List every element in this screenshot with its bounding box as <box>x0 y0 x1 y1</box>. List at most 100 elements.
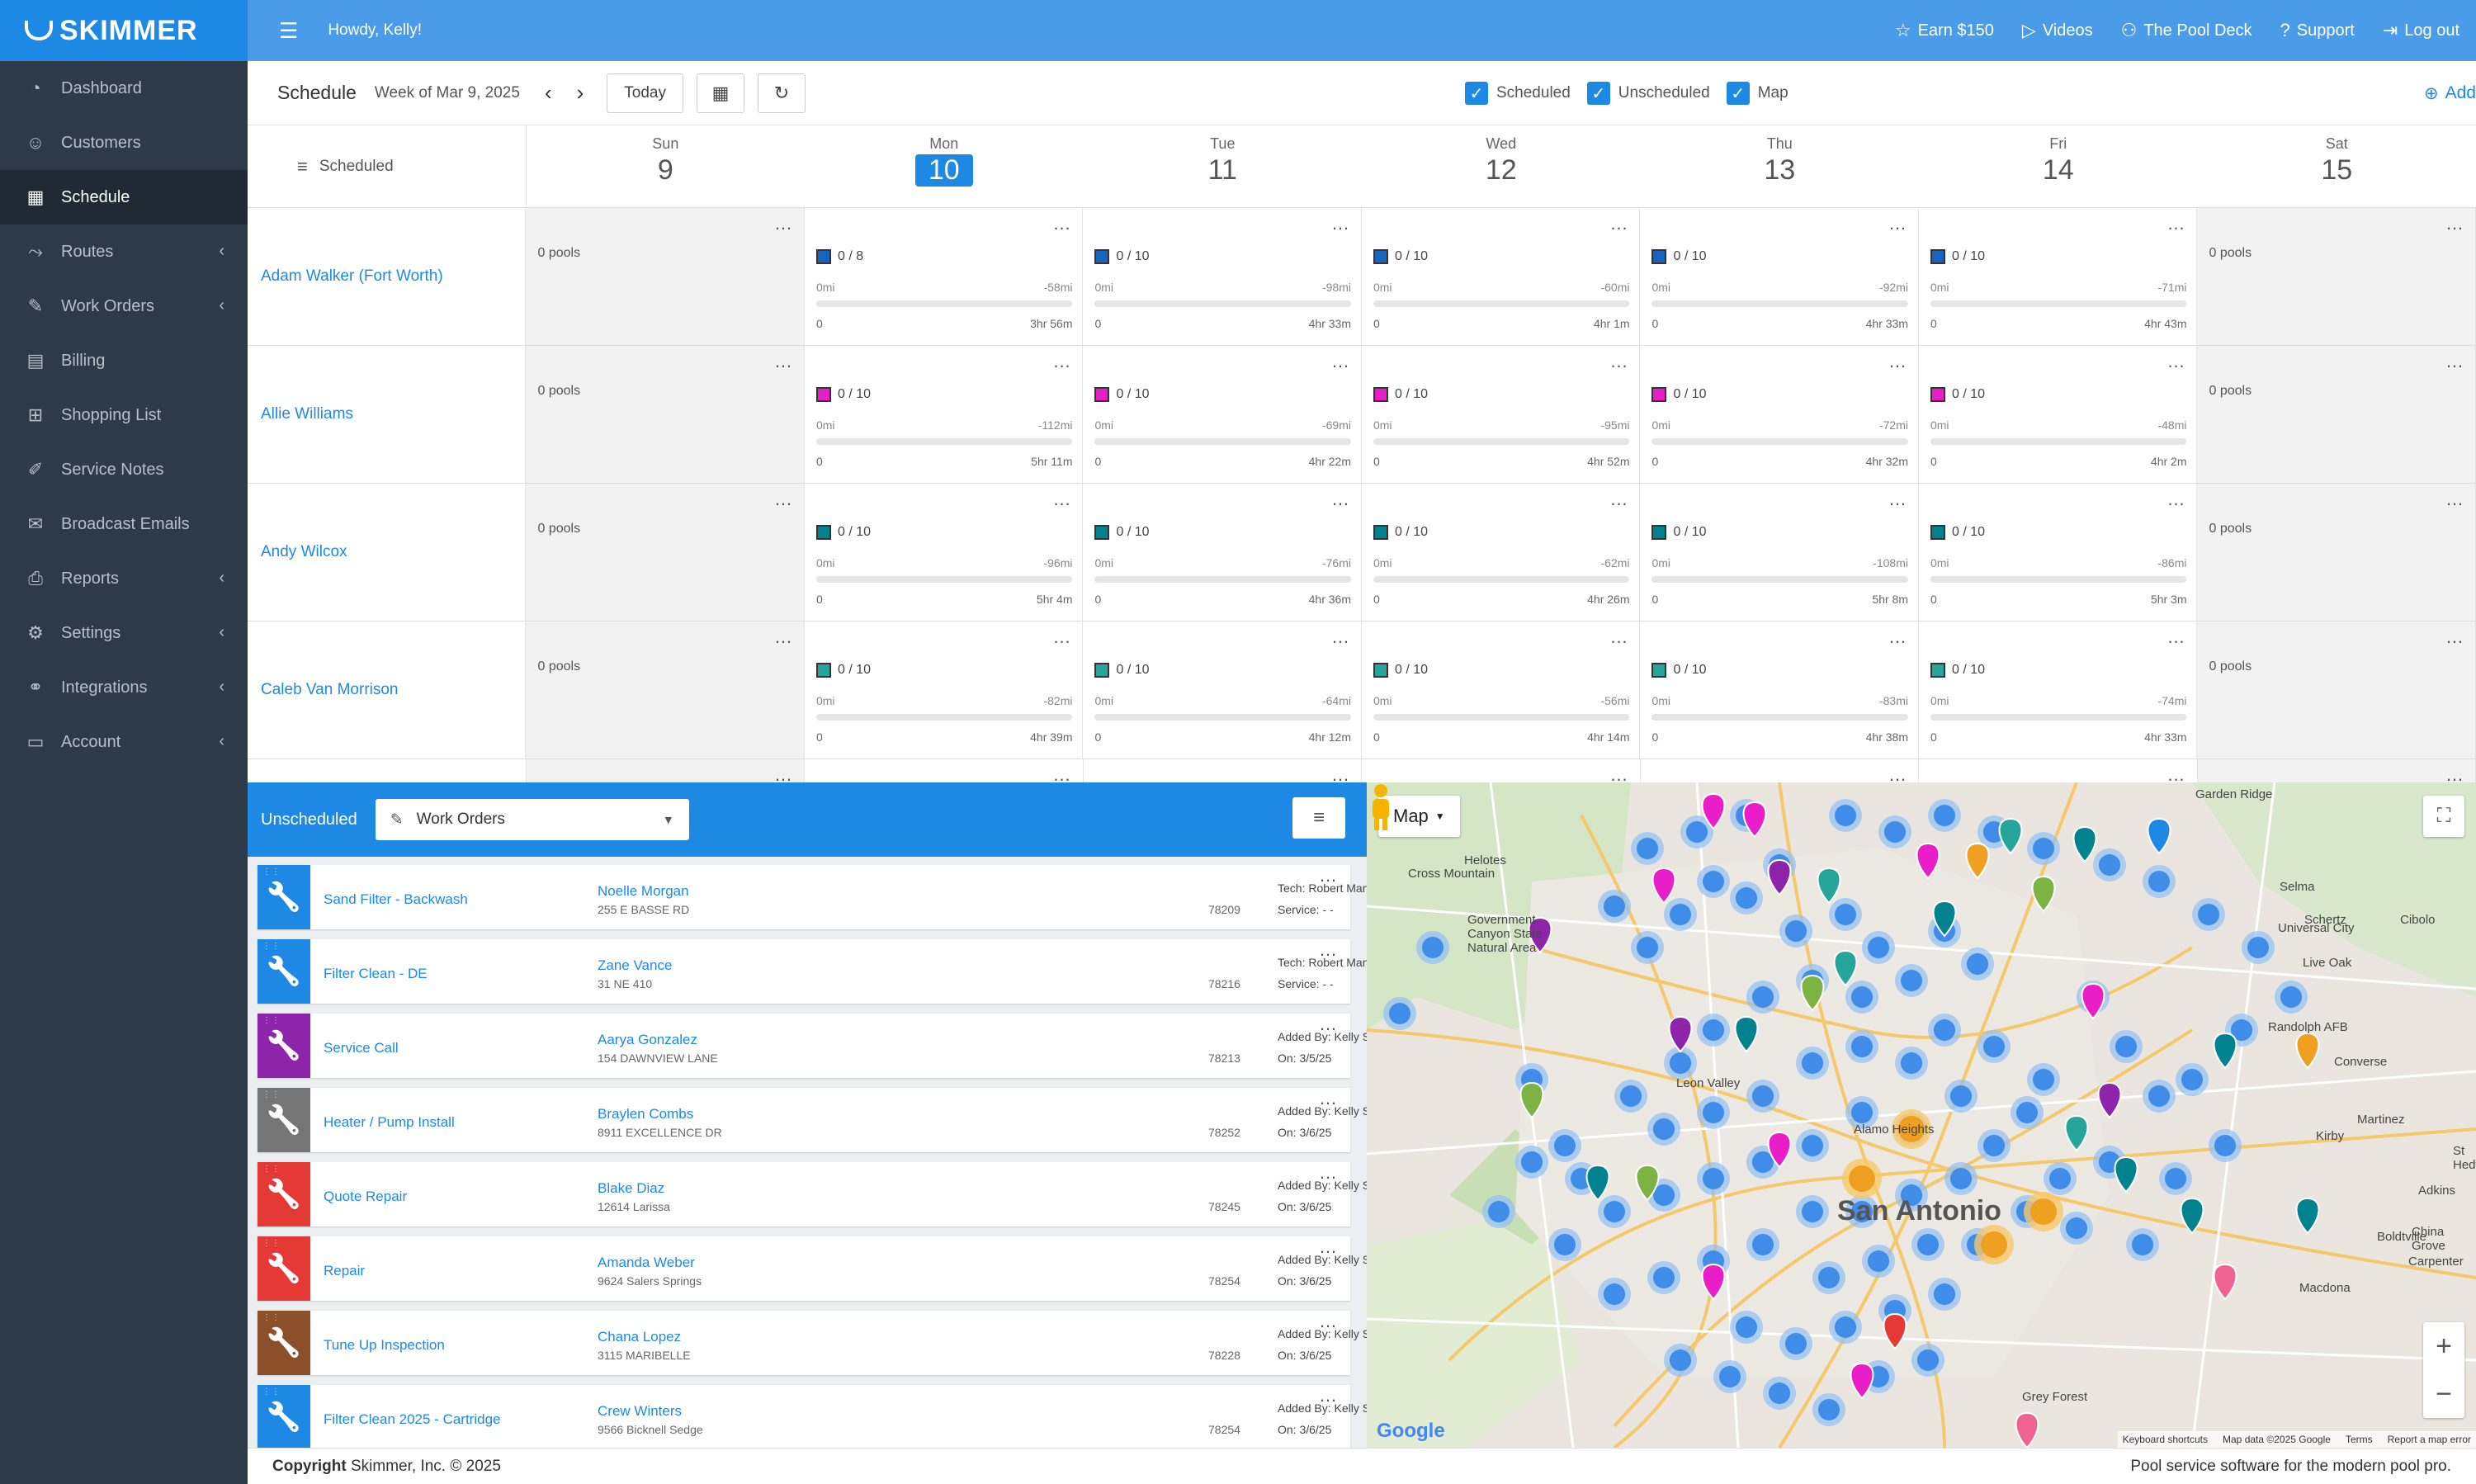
sidebar-item-broadcast-emails[interactable]: ✉ Broadcast Emails <box>0 497 248 551</box>
customer-name-link[interactable]: Chana Lopez <box>598 1329 682 1345</box>
more-options-icon[interactable]: … <box>2166 764 2185 783</box>
more-options-icon[interactable]: … <box>1319 1311 1337 1331</box>
more-options-icon[interactable]: … <box>1609 351 1628 371</box>
fullscreen-button[interactable]: ⛶ <box>2423 796 2464 837</box>
tech-name-link[interactable]: Andy Wilcox <box>248 484 527 621</box>
calendar-picker-button[interactable]: ▦ <box>697 73 744 113</box>
sidebar-item-reports[interactable]: ⎙ Reports ‹ <box>0 551 248 606</box>
work-order-type[interactable]: Heater / Pump Install <box>324 1114 455 1130</box>
tech-name-link[interactable]: Allie Williams <box>248 346 527 483</box>
schedule-cell[interactable]: … 0 / 10 0mi -62mi 0 4hr 26m <box>1362 484 1641 621</box>
drag-handle-icon[interactable]: ⋮⋮ <box>262 1239 281 1248</box>
more-options-icon[interactable]: … <box>2166 213 2185 234</box>
schedule-cell[interactable]: … 0 / 10 0mi -86mi 0 5hr 3m <box>1919 484 2198 621</box>
schedule-cell[interactable]: … <box>1641 759 1920 782</box>
work-order-type[interactable]: Sand Filter - Backwash <box>324 891 468 907</box>
customer-name-link[interactable]: Blake Diaz <box>598 1180 665 1196</box>
sidebar-item-customers[interactable]: ☺ Customers <box>0 116 248 170</box>
schedule-cell[interactable]: … <box>526 759 806 783</box>
zoom-in-button[interactable]: + <box>2436 1330 2452 1362</box>
today-button[interactable]: Today <box>607 73 683 113</box>
more-options-icon[interactable]: … <box>1330 213 1349 234</box>
schedule-cell[interactable]: … 0 / 10 0mi -48mi 0 4hr 2m <box>1919 346 2198 483</box>
schedule-cell[interactable]: … 0 / 10 0mi -96mi 0 5hr 4m <box>805 484 1084 621</box>
add-button[interactable]: ⊕ Add <box>2424 61 2476 125</box>
drag-handle-icon[interactable]: ⋮⋮ <box>262 1313 281 1322</box>
schedule-cell[interactable]: … 0 / 10 0mi -92mi 0 4hr 33m <box>1640 208 1919 345</box>
schedule-cell[interactable]: … 0 / 10 0mi -72mi 0 4hr 32m <box>1640 346 1919 483</box>
map-attribution-item[interactable]: Report a map error <box>2387 1434 2471 1445</box>
top-link-support[interactable]: ? Support <box>2280 20 2355 41</box>
top-link-earn-150[interactable]: ☆ Earn $150 <box>1895 20 1994 41</box>
work-order-card[interactable]: ⋮⋮ 🔧 Heater / Pump Install Braylen Combs 891… <box>258 1088 1413 1152</box>
more-options-icon[interactable]: … <box>1319 1236 1337 1257</box>
map-attribution-item[interactable]: Terms <box>2345 1434 2373 1445</box>
sidebar-item-shopping-list[interactable]: ⊞ Shopping List <box>0 388 248 442</box>
more-options-icon[interactable]: … <box>773 351 792 371</box>
work-order-type[interactable]: Service Call <box>324 1040 399 1056</box>
work-order-type-badge[interactable]: ⋮⋮ 🔧 <box>258 1162 310 1226</box>
work-order-card[interactable]: ⋮⋮ 🔧 Sand Filter - Backwash Noelle Morgan 25… <box>258 865 1455 929</box>
more-options-icon[interactable]: … <box>1052 489 1071 509</box>
work-order-type-badge[interactable]: ⋮⋮ 🔧 <box>258 1088 310 1152</box>
day-column-thu[interactable]: Thu 13 <box>1641 125 1919 207</box>
more-options-icon[interactable]: … <box>1330 489 1349 509</box>
sidebar-item-work-orders[interactable]: ✎ Work Orders ‹ <box>0 279 248 333</box>
map-attribution-item[interactable]: Keyboard shortcuts <box>2122 1434 2209 1445</box>
more-options-icon[interactable]: … <box>2166 489 2185 509</box>
schedule-cell[interactable]: … 0 / 10 0mi -74mi 0 4hr 33m <box>1919 621 2198 759</box>
schedule-cell[interactable]: … 0 / 10 0mi -108mi 0 5hr 8m <box>1640 484 1919 621</box>
next-week-icon[interactable]: › <box>576 80 584 105</box>
schedule-cell-empty[interactable]: … 0 pools <box>2197 621 2476 759</box>
top-link-log-out[interactable]: ⇥ Log out <box>2383 20 2459 41</box>
checkbox-checked-icon[interactable]: ✓ <box>1726 82 1750 105</box>
more-options-icon[interactable]: … <box>1888 764 1907 783</box>
logo[interactable]: SKIMMER <box>0 0 248 61</box>
tech-name-link[interactable] <box>248 759 527 782</box>
work-order-type-badge[interactable]: ⋮⋮ 🔧 <box>258 1311 310 1375</box>
schedule-cell[interactable]: … <box>1919 759 2198 782</box>
more-options-icon[interactable]: … <box>1319 1014 1337 1034</box>
more-options-icon[interactable]: … <box>774 764 793 783</box>
customer-name-link[interactable]: Braylen Combs <box>598 1106 694 1122</box>
sidebar-item-dashboard[interactable]: ◔ Dashboard <box>0 61 248 116</box>
hamburger-menu-icon[interactable]: ☰ <box>279 17 299 43</box>
schedule-cell[interactable]: … 0 / 10 0mi -95mi 0 4hr 52m <box>1362 346 1641 483</box>
customer-name-link[interactable]: Zane Vance <box>598 957 673 973</box>
more-options-icon[interactable]: … <box>2166 626 2185 647</box>
drag-handle-icon[interactable]: ⋮⋮ <box>262 1090 281 1099</box>
schedule-cell[interactable]: … 0 / 10 0mi -56mi 0 4hr 14m <box>1362 621 1641 759</box>
more-options-icon[interactable]: … <box>1609 489 1628 509</box>
sidebar-item-settings[interactable]: ⚙ Settings ‹ <box>0 606 248 660</box>
more-options-icon[interactable]: … <box>773 489 792 509</box>
schedule-cell[interactable]: … 0 / 10 0mi -60mi 0 4hr 1m <box>1362 208 1641 345</box>
more-options-icon[interactable]: … <box>2445 213 2464 234</box>
toggle-unscheduled[interactable]: ✓ Unscheduled <box>1586 82 1710 105</box>
schedule-cell-empty[interactable]: … 0 pools <box>526 621 805 759</box>
checkbox-checked-icon[interactable]: ✓ <box>1465 82 1488 105</box>
more-options-icon[interactable]: … <box>1052 351 1071 371</box>
more-options-icon[interactable]: … <box>1888 489 1907 509</box>
more-options-icon[interactable]: … <box>1319 1162 1337 1183</box>
schedule-cell[interactable]: … 0 / 10 0mi -64mi 0 4hr 12m <box>1083 621 1362 759</box>
work-order-type-badge[interactable]: ⋮⋮ 🔧 <box>258 1014 310 1078</box>
schedule-cell-empty[interactable]: … 0 pools <box>2197 346 2476 483</box>
more-options-icon[interactable]: … <box>1052 626 1071 647</box>
schedule-cell-empty[interactable]: … 0 pools <box>526 208 805 345</box>
customer-name-link[interactable]: Aarya Gonzalez <box>598 1032 697 1047</box>
more-options-icon[interactable]: … <box>2445 626 2464 647</box>
schedule-cell-empty[interactable]: … 0 pools <box>2197 208 2476 345</box>
sidebar-item-service-notes[interactable]: ✐ Service Notes <box>0 442 248 497</box>
zoom-out-button[interactable]: − <box>2436 1378 2452 1410</box>
more-options-icon[interactable]: … <box>1052 764 1071 783</box>
sidebar-item-routes[interactable]: ⤳ Routes ‹ <box>0 224 248 279</box>
drag-handle-icon[interactable]: ⋮⋮ <box>262 942 281 951</box>
more-options-icon[interactable]: … <box>1319 1088 1337 1108</box>
more-options-icon[interactable]: … <box>773 626 792 647</box>
map[interactable]: Map ▼ ⛶ + − Garden Ridge Selma Schertz Cibo… <box>1367 782 2476 1448</box>
work-order-type[interactable]: Quote Repair <box>324 1189 408 1204</box>
work-order-type[interactable]: Filter Clean 2025 - Cartridge <box>324 1411 501 1427</box>
tech-name-link[interactable]: Caleb Van Morrison <box>248 621 527 759</box>
tech-name-link[interactable]: Adam Walker (Fort Worth) <box>248 208 527 345</box>
map-type-button[interactable]: Map ▼ <box>1378 796 1460 837</box>
